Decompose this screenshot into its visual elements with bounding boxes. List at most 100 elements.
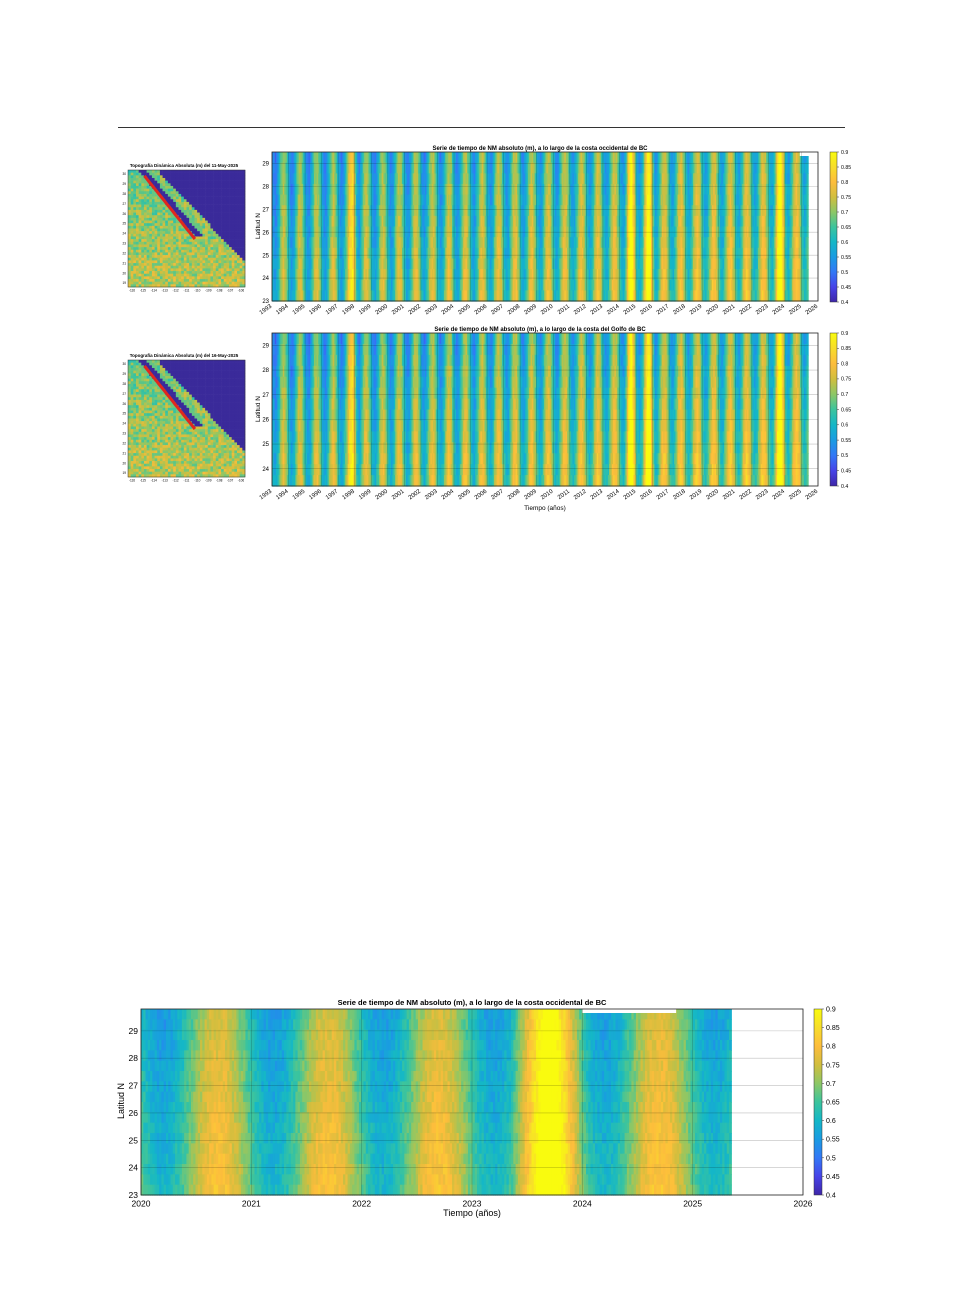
map-cell [147, 250, 150, 253]
map-cell [141, 456, 144, 459]
map-cell [163, 194, 166, 197]
map-cell [189, 368, 192, 371]
map-cell [147, 456, 150, 459]
map-cell [210, 466, 213, 469]
map-cell [163, 456, 166, 459]
map-cell [155, 392, 158, 395]
map-cell [224, 199, 227, 202]
map-cell [221, 368, 224, 371]
map-cell [171, 170, 174, 173]
map-cell [210, 244, 213, 247]
map-cell [218, 181, 221, 184]
map-cell [194, 429, 197, 432]
map-cell [210, 215, 213, 218]
map-cell [155, 461, 158, 464]
map-cell [218, 413, 221, 416]
map-cell [181, 403, 184, 406]
map-cell [240, 448, 243, 451]
map-cell [234, 411, 237, 414]
map-cell [173, 279, 176, 282]
map-cell [232, 437, 235, 440]
map-cell [128, 376, 131, 379]
map-cell [221, 416, 224, 419]
map-cell [187, 411, 190, 414]
map-cell [234, 218, 237, 221]
map-cell [187, 223, 190, 226]
map-cell [205, 416, 208, 419]
map-cell [216, 236, 219, 239]
map-cell [133, 466, 136, 469]
map-cell [131, 229, 134, 232]
map-cell [157, 223, 160, 226]
map-cell [141, 178, 144, 181]
map-cell [160, 395, 163, 398]
map-cell [208, 244, 211, 247]
map-cell [218, 239, 221, 242]
map-cell [176, 413, 179, 416]
map-cell [133, 252, 136, 255]
map-cell [149, 239, 152, 242]
map-cell [197, 276, 200, 279]
map-cell [221, 450, 224, 453]
map-cell [136, 236, 139, 239]
map-cell [208, 282, 211, 285]
map-cell [189, 403, 192, 406]
map-cell [152, 170, 155, 173]
map-cell [200, 376, 203, 379]
map-cell [144, 234, 147, 237]
map-cell [200, 282, 203, 285]
map-cell [197, 442, 200, 445]
map-cell [155, 183, 158, 186]
map-cell [210, 426, 213, 429]
map-cell [202, 403, 205, 406]
map-cell [147, 461, 150, 464]
map-cell [179, 419, 182, 422]
map-cell [136, 202, 139, 205]
map-cell [147, 199, 150, 202]
map-cell [205, 458, 208, 461]
map-cell [144, 421, 147, 424]
map-cell [192, 218, 195, 221]
map-cell [237, 419, 240, 422]
map-cell [234, 360, 237, 363]
map-cell [216, 397, 219, 400]
map-cell [210, 210, 213, 213]
map-cell [147, 210, 150, 213]
map-cell [187, 400, 190, 403]
map-cell [157, 175, 160, 178]
map-cell [221, 258, 224, 261]
map-cell [165, 221, 168, 224]
map-cell [216, 450, 219, 453]
map-cell [160, 360, 163, 363]
map-cell [229, 365, 232, 368]
map-cell [152, 408, 155, 411]
map-cell [194, 464, 197, 467]
map-cell [176, 207, 179, 210]
map-cell [194, 218, 197, 221]
map-cell [136, 400, 139, 403]
map-cell [139, 373, 142, 376]
map-cell [232, 389, 235, 392]
map-cell [213, 395, 216, 398]
map-cell [171, 365, 174, 368]
map-cell [194, 395, 197, 398]
map-cell [136, 389, 139, 392]
map-cell [232, 453, 235, 456]
map-cell [181, 239, 184, 242]
map-cell [221, 387, 224, 390]
map-cell [213, 432, 216, 435]
map-cell [205, 221, 208, 224]
map-cell [210, 389, 213, 392]
map-cell [147, 170, 150, 173]
map-cell [218, 247, 221, 250]
map-cell [216, 183, 219, 186]
map-cell [184, 202, 187, 205]
map-cell [237, 186, 240, 189]
map-cell [176, 416, 179, 419]
map-cell [149, 268, 152, 271]
map-cell [179, 207, 182, 210]
map-cell [155, 205, 158, 208]
map-cell [194, 461, 197, 464]
map-cell [210, 258, 213, 261]
map-cell [205, 189, 208, 192]
